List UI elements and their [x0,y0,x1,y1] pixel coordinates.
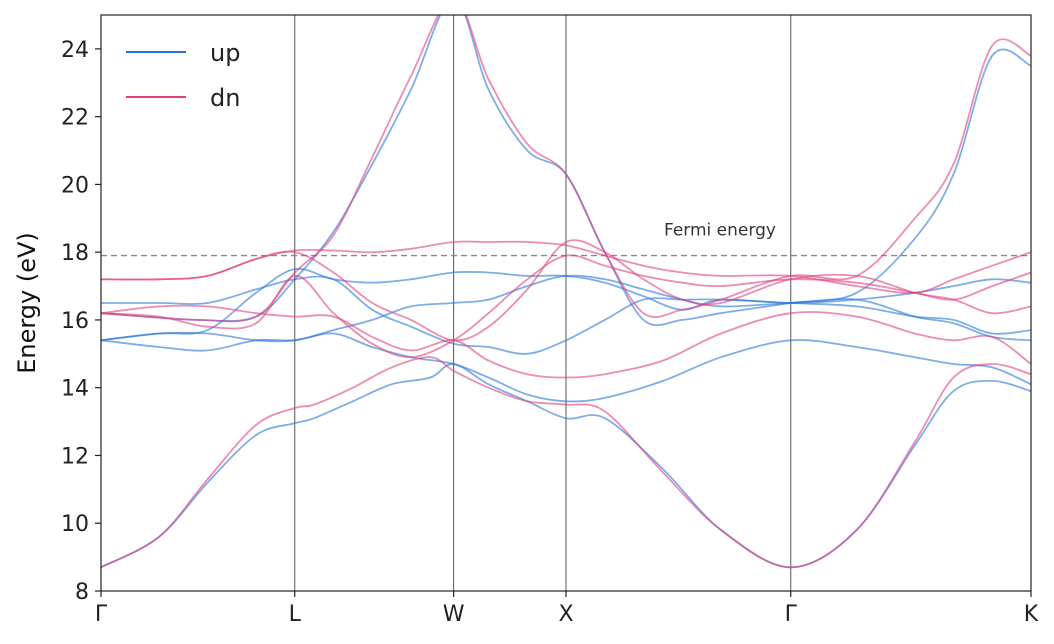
up-band-2 [101,275,1031,355]
dn-band-1 [101,304,1031,379]
dn-band-5 [101,15,1031,323]
ytick-label-10: 10 [61,512,89,537]
xtick-label-2: W [443,602,465,627]
up-band-4 [101,267,1031,342]
legend-label-dn: dn [210,84,240,112]
ytick-label-14: 14 [61,377,89,402]
y-axis: 8 10 12 14 16 18 20 22 24 [61,38,101,605]
legend: up dn [126,39,240,112]
legend-label-up: up [210,39,240,67]
ytick-label-20: 20 [61,173,89,198]
up-band-1 [101,332,1031,403]
band-series [101,15,1031,569]
xtick-label-1: L [289,602,302,627]
xtick-label-3: X [558,602,573,627]
ytick-label-22: 22 [61,106,89,131]
fermi-energy-annotation: Fermi energy [664,221,776,241]
series-dn [101,15,1031,569]
up-band-3 [101,274,1031,343]
xtick-label-0: Γ [95,602,108,627]
ytick-label-16: 16 [61,309,89,334]
ytick-label-12: 12 [61,444,89,469]
dn-band-0 [101,356,1031,569]
ytick-label-18: 18 [61,241,89,266]
xtick-label-5: K [1024,602,1039,627]
y-axis-label: Energy (eV) [13,232,41,374]
ytick-label-8: 8 [75,580,89,605]
ytick-label-24: 24 [61,38,89,63]
dn-band-4 [101,240,1031,294]
xtick-label-4: Γ [785,602,798,627]
